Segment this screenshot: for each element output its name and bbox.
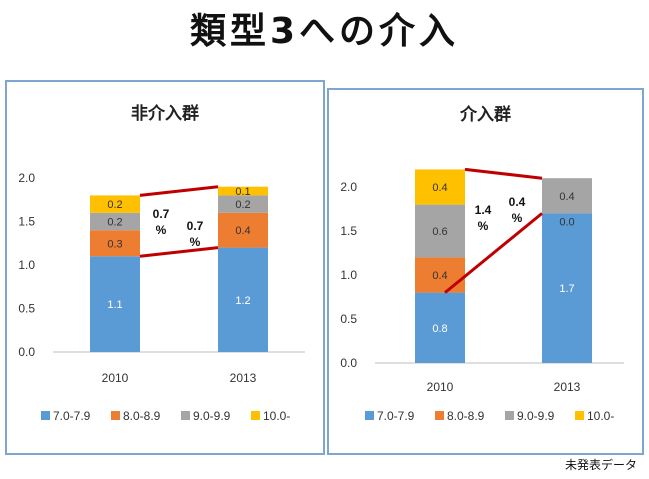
data-label: 0.1 [235,186,250,198]
y-tick-label: 0.0 [18,345,35,359]
legend-swatch-9.0-9.9 [181,411,190,420]
bar-segment-8.0-8.9 [218,212,268,248]
legend-label: 9.0-9.9 [517,409,555,423]
percent-annotation: 0.4% [509,195,526,225]
percent-annotation: 0.7% [187,219,204,249]
chart-title: 非介入群 [131,103,199,123]
bar-segment-9.0-9.9 [218,195,268,213]
bar-segment-9.0-9.9 [415,204,465,258]
x-tick-label: 2013 [554,380,581,394]
legend-swatch-10.0- [575,411,584,420]
legend-label: 10.0- [263,409,290,423]
y-tick-label: 0.5 [18,302,35,316]
legend-swatch-8.0-8.9 [111,411,120,420]
y-tick-label: 1.0 [18,258,35,272]
y-tick-label: 0.0 [340,356,357,370]
legend-swatch-7.0-7.9 [365,411,374,420]
chart-panel-intervention: 介入群 0.0 0.5 1.0 1.5 2.0 0.8 0.4 0.6 0.4 2010 1.7 0.0… [327,88,644,455]
data-label: 1.2 [235,295,250,307]
legend-label: 9.0-9.9 [193,409,231,423]
change-line-lower [139,246,219,258]
bar-segment-8.0-8.9 [415,257,465,293]
legend-swatch-10.0- [251,411,260,420]
data-label: 0.8 [432,323,447,335]
legend-swatch-7.0-7.9 [41,411,50,420]
change-line-upper [139,185,219,197]
legend-swatch-8.0-8.9 [435,411,444,420]
bar-segment-10.0- [90,195,140,213]
data-label: 0.2 [235,199,250,211]
data-label: 0.4 [432,270,447,282]
data-label: 1.7 [559,283,574,295]
bar-segment-7.0-7.9 [218,247,268,352]
data-label: 0.2 [107,199,122,211]
footnote: 未発表データ [564,458,637,472]
change-line-lower [444,212,543,294]
chart-panel-non-intervention: 非介入群 0.0 0.5 1.0 1.5 2.0 1.1 0.3 0.2 0.2 2010 1.2 0.… [5,80,325,455]
bar-segment-8.0-8.9 [90,230,140,257]
y-tick-label: 2.0 [340,180,357,194]
bar-segment-9.0-9.9 [542,178,592,214]
y-tick-label: 2.0 [18,171,35,185]
x-tick-label: 2010 [102,371,129,385]
data-label: 1.1 [107,299,122,311]
y-tick-label: 0.5 [340,312,357,326]
y-tick-label: 1.5 [18,215,35,229]
data-label: 0.3 [107,238,122,250]
legend-label: 7.0-7.9 [53,409,91,423]
legend-swatch-9.0-9.9 [505,411,514,420]
legend-label: 8.0-8.9 [447,409,485,423]
legend-label: 8.0-8.9 [123,409,161,423]
bar-segment-7.0-7.9 [90,256,140,352]
data-label: 0.4 [432,182,447,194]
percent-annotation: 0.7% [153,207,170,237]
legend-label: 7.0-7.9 [377,409,415,423]
x-tick-label: 2010 [427,380,454,394]
change-line-upper [464,167,543,180]
data-label: 0.0 [559,216,574,228]
percent-annotation: 1.4% [475,203,492,233]
data-label: 0.2 [107,217,122,229]
bar-segment-7.0-7.9 [542,213,592,363]
y-tick-label: 1.0 [340,268,357,282]
bar-segment-10.0- [218,186,268,196]
data-label: 0.4 [235,225,250,237]
chart-title: 介入群 [459,104,511,124]
page-title: 類型3への介入 [189,11,460,52]
x-tick-label: 2013 [230,371,257,385]
data-label: 0.4 [559,191,574,203]
bar-segment-10.0- [415,169,465,205]
chart-intervention: 介入群 0.0 0.5 1.0 1.5 2.0 0.8 0.4 0.6 0.4 2010 1.7 0.0… [340,104,624,423]
y-tick-label: 1.5 [340,224,357,238]
legend-label: 10.0- [587,409,614,423]
chart-non-intervention: 非介入群 0.0 0.5 1.0 1.5 2.0 1.1 0.3 0.2 0.2 2010 1.2 0.… [18,103,305,423]
bar-segment-7.0-7.9 [415,292,465,363]
data-label: 0.6 [432,226,447,238]
bar-segment-9.0-9.9 [90,212,140,231]
